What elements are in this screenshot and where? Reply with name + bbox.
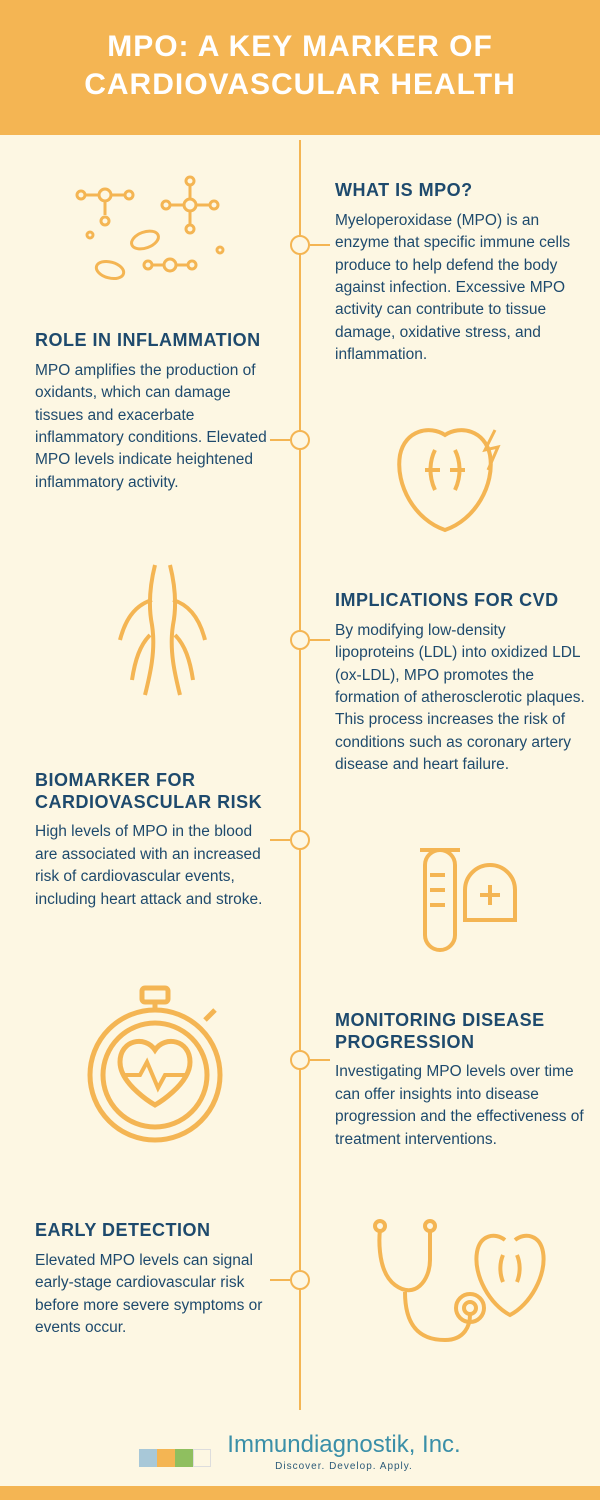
test-tube-icon [395,830,525,980]
section-title: MONITORING DISEASE PROGRESSION [335,1010,585,1053]
molecules-icon [70,165,240,295]
stethoscope-heart-icon [355,1210,555,1360]
section-title: BIOMARKER FOR CARDIOVASCULAR RISK [35,770,270,813]
stopwatch-heart-icon [70,980,240,1150]
timeline-node [290,830,310,850]
brand-name: Immundiagnostik, Inc. [227,1431,460,1459]
footer-bar [0,1486,600,1500]
section-body: Elevated MPO levels can signal early-sta… [35,1250,270,1340]
section-body: Myeloperoxidase (MPO) is an enzyme that … [335,210,585,367]
arteries-icon [100,555,230,705]
section-what-is-mpo: WHAT IS MPO? Myeloperoxidase (MPO) is an… [335,180,585,367]
connector [310,1059,330,1061]
brand-squares-icon [139,1449,211,1467]
section-monitoring: MONITORING DISEASE PROGRESSION Investiga… [335,1010,585,1151]
section-role-inflammation: ROLE IN INFLAMMATION MPO amplifies the p… [35,330,270,494]
section-body: By modifying low-density lipoproteins (L… [335,620,585,777]
connector [310,244,330,246]
header-banner: MPO: A KEY MARKER OF CARDIOVASCULAR HEAL… [0,0,600,135]
section-biomarker: BIOMARKER FOR CARDIOVASCULAR RISK High l… [35,770,270,911]
section-title: IMPLICATIONS FOR CVD [335,590,585,612]
heart-lightning-icon [380,415,520,545]
timeline-line [299,140,301,1410]
connector [270,1279,290,1281]
timeline-node [290,630,310,650]
section-body: Investigating MPO levels over time can o… [335,1061,585,1151]
page-title: MPO: A KEY MARKER OF CARDIOVASCULAR HEAL… [30,28,570,103]
connector [270,439,290,441]
footer: Immundiagnostik, Inc. Discover. Develop.… [0,1431,600,1500]
section-body: High levels of MPO in the blood are asso… [35,821,270,911]
connector [310,639,330,641]
brand-tagline: Discover. Develop. Apply. [227,1461,460,1472]
section-early-detection: EARLY DETECTION Elevated MPO levels can … [35,1220,270,1339]
section-title: WHAT IS MPO? [335,180,585,202]
timeline-node [290,1270,310,1290]
timeline-node [290,430,310,450]
section-implications-cvd: IMPLICATIONS FOR CVD By modifying low-de… [335,590,585,777]
timeline-node [290,1050,310,1070]
timeline-node [290,235,310,255]
section-title: ROLE IN INFLAMMATION [35,330,270,352]
section-title: EARLY DETECTION [35,1220,270,1242]
connector [270,839,290,841]
section-body: MPO amplifies the production of oxidants… [35,360,270,495]
